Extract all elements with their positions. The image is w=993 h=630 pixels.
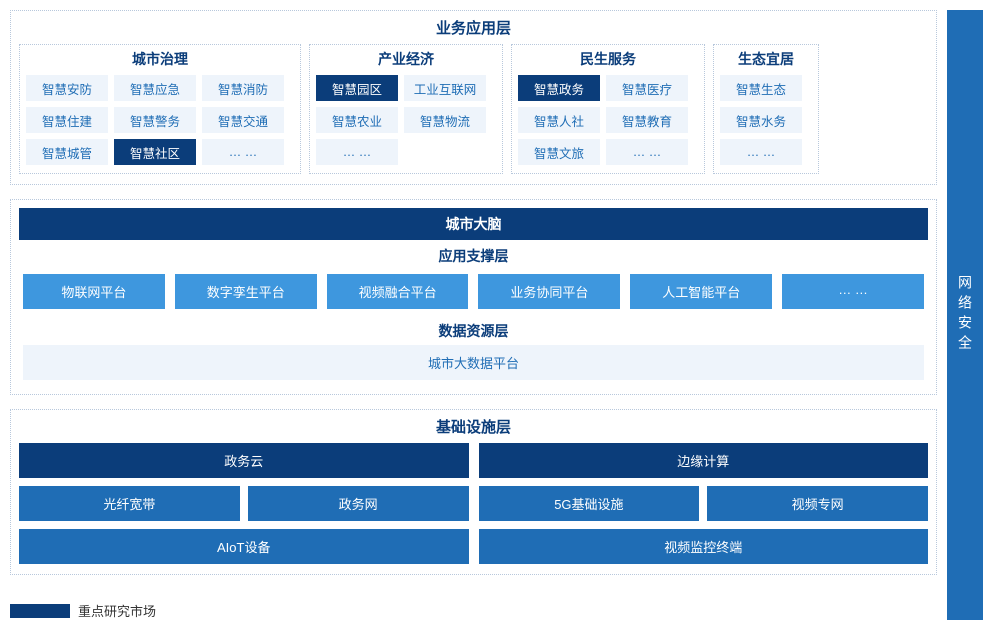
layer-title-infra: 基础设施层 <box>19 416 928 437</box>
support-row: 物联网平台数字孪生平台视频融合平台业务协同平台人工智能平台 … … <box>19 270 928 315</box>
group-cell: 智慧生态 <box>720 75 802 101</box>
side-panel-network-security: 网络安全 <box>947 10 983 620</box>
side-panel-label: 网络安全 <box>955 275 975 355</box>
infra-cell: 边缘计算 <box>479 443 929 478</box>
group-cell: 工业互联网 <box>404 75 486 101</box>
group-cell: 智慧城管 <box>26 139 108 165</box>
group-cells: 智慧安防智慧应急智慧消防智慧住建智慧警务智慧交通智慧城管智慧社区… … <box>26 75 294 165</box>
group-cell: … … <box>202 139 284 165</box>
group-cell: 智慧政务 <box>518 75 600 101</box>
group-title: 民生服务 <box>518 49 698 69</box>
support-cell: 视频融合平台 <box>327 274 469 309</box>
infra-row: 边缘计算 <box>479 443 929 478</box>
legend: 重点研究市场 <box>10 601 937 620</box>
infra-cell: 视频监控终端 <box>479 529 929 564</box>
group-cell: 智慧物流 <box>404 107 486 133</box>
main-column: 业务应用层 城市治理智慧安防智慧应急智慧消防智慧住建智慧警务智慧交通智慧城管智慧… <box>10 10 937 620</box>
group-cell: … … <box>606 139 688 165</box>
group-box: 城市治理智慧安防智慧应急智慧消防智慧住建智慧警务智慧交通智慧城管智慧社区… … <box>19 44 301 174</box>
city-brain-bar: 城市大脑 <box>19 208 928 240</box>
infra-row: 光纤宽带政务网 <box>19 486 469 521</box>
infra-cell: 5G基础设施 <box>479 486 700 521</box>
group-cell: 智慧警务 <box>114 107 196 133</box>
infra-row: 5G基础设施视频专网 <box>479 486 929 521</box>
layer-title-business: 业务应用层 <box>19 17 928 38</box>
group-cell: 智慧水务 <box>720 107 802 133</box>
group-cell: 智慧人社 <box>518 107 600 133</box>
group-cell: 智慧园区 <box>316 75 398 101</box>
group-cell: 智慧消防 <box>202 75 284 101</box>
group-cells: 智慧政务智慧医疗智慧人社智慧教育智慧文旅… … <box>518 75 698 165</box>
infra-cell: 政务网 <box>248 486 469 521</box>
legend-swatch <box>10 604 70 618</box>
layer-business-apps: 业务应用层 城市治理智慧安防智慧应急智慧消防智慧住建智慧警务智慧交通智慧城管智慧… <box>10 10 937 185</box>
group-box: 产业经济智慧园区工业互联网智慧农业智慧物流… … <box>309 44 503 174</box>
infra-row: 视频监控终端 <box>479 529 929 564</box>
group-cell: 智慧应急 <box>114 75 196 101</box>
infra-left-col: 政务云光纤宽带政务网 AIoT设备 <box>19 443 469 564</box>
layer-middle: 城市大脑 应用支撑层 物联网平台数字孪生平台视频融合平台业务协同平台人工智能平台… <box>10 199 937 395</box>
legend-label: 重点研究市场 <box>78 601 156 620</box>
group-cell: 智慧文旅 <box>518 139 600 165</box>
group-cell: 智慧安防 <box>26 75 108 101</box>
infra-cell: AIoT设备 <box>19 529 469 564</box>
support-cell: 人工智能平台 <box>630 274 772 309</box>
infra-columns: 政务云光纤宽带政务网AIoT设备 边缘计算5G基础设施视频专网视频监控终端 <box>19 443 928 564</box>
group-box: 民生服务智慧政务智慧医疗智慧人社智慧教育智慧文旅… … <box>511 44 705 174</box>
support-cell: 数字孪生平台 <box>175 274 317 309</box>
support-cell: … … <box>782 274 924 309</box>
layer-title-data: 数据资源层 <box>19 321 928 341</box>
group-cells: 智慧园区工业互联网智慧农业智慧物流… … <box>316 75 496 165</box>
group-cell: 智慧教育 <box>606 107 688 133</box>
group-cell: 智慧住建 <box>26 107 108 133</box>
group-cell: 智慧农业 <box>316 107 398 133</box>
support-cell: 物联网平台 <box>23 274 165 309</box>
group-cell: 智慧医疗 <box>606 75 688 101</box>
groups-row: 城市治理智慧安防智慧应急智慧消防智慧住建智慧警务智慧交通智慧城管智慧社区… …产… <box>19 44 928 174</box>
group-cells: 智慧生态智慧水务 … … <box>720 75 812 165</box>
group-title: 产业经济 <box>316 49 496 69</box>
group-cell: 智慧社区 <box>114 139 196 165</box>
architecture-diagram: 业务应用层 城市治理智慧安防智慧应急智慧消防智慧住建智慧警务智慧交通智慧城管智慧… <box>10 10 983 620</box>
infra-cell: 政务云 <box>19 443 469 478</box>
layer-infra: 基础设施层 政务云光纤宽带政务网AIoT设备 边缘计算5G基础设施视频专网视频监… <box>10 409 937 575</box>
support-cell: 业务协同平台 <box>478 274 620 309</box>
infra-cell: 视频专网 <box>707 486 928 521</box>
group-box: 生态宜居智慧生态智慧水务 … … <box>713 44 819 174</box>
data-platform-bar: 城市大数据平台 <box>23 345 924 380</box>
infra-cell: 光纤宽带 <box>19 486 240 521</box>
group-cell: … … <box>316 139 398 165</box>
infra-right-col: 边缘计算5G基础设施视频专网视频监控终端 <box>479 443 929 564</box>
group-title: 生态宜居 <box>720 49 812 69</box>
group-cell: … … <box>720 139 802 165</box>
group-title: 城市治理 <box>26 49 294 69</box>
group-cell: 智慧交通 <box>202 107 284 133</box>
infra-row: 政务云 <box>19 443 469 478</box>
infra-row: AIoT设备 <box>19 529 469 564</box>
layer-title-support: 应用支撑层 <box>19 246 928 266</box>
